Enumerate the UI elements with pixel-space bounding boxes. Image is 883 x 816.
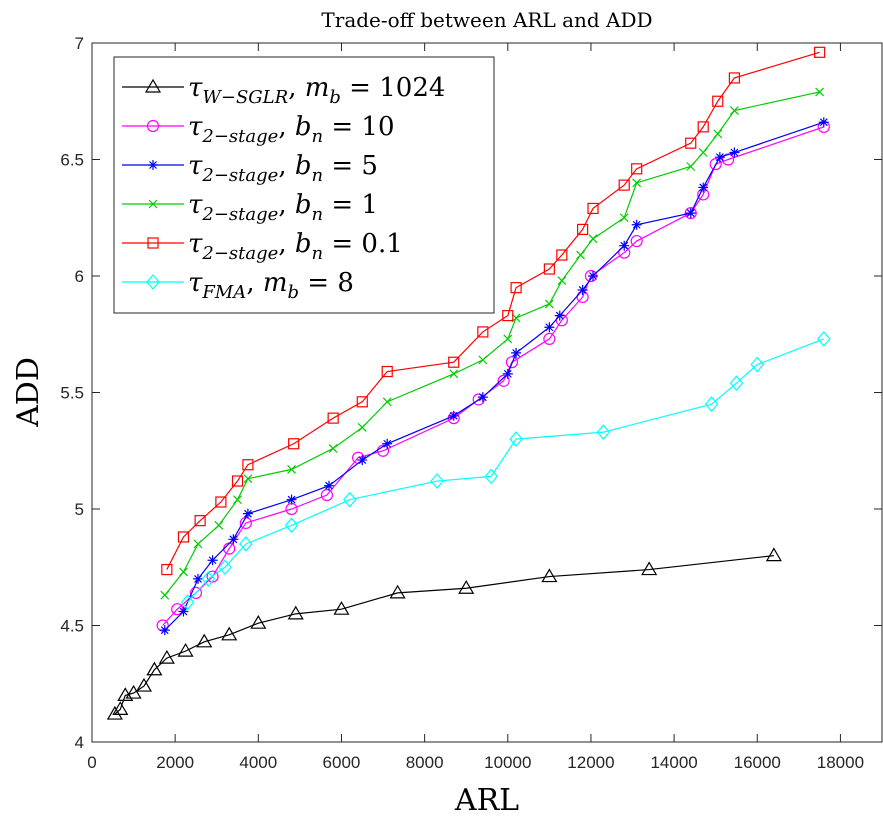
- y-tick-label: 5: [75, 500, 84, 519]
- chart-title: Trade-off between ARL and ADD: [321, 8, 652, 32]
- x-axis-label: ARL: [454, 783, 519, 816]
- y-tick-label: 6.5: [60, 151, 84, 170]
- data-point: [208, 555, 218, 565]
- data-point: [228, 534, 238, 544]
- data-point: [449, 411, 459, 421]
- data-point: [698, 182, 708, 192]
- data-point: [357, 455, 367, 465]
- legend: τW−SGLR, mb = 1024τ2−stage, bn = 10τ2−st…: [114, 57, 494, 313]
- y-tick-label: 6: [75, 267, 84, 286]
- x-tick-label: 10000: [484, 753, 531, 772]
- x-tick-label: 14000: [650, 753, 697, 772]
- data-point: [324, 481, 334, 491]
- y-tick-label: 4: [75, 733, 84, 752]
- x-tick-label: 6000: [323, 753, 361, 772]
- data-point: [382, 439, 392, 449]
- data-point: [619, 241, 629, 251]
- data-point: [544, 322, 554, 332]
- data-point: [729, 148, 739, 158]
- data-point: [193, 574, 203, 584]
- y-tick-label: 7: [75, 34, 84, 53]
- data-point: [632, 220, 642, 230]
- x-tick-label: 8000: [406, 753, 444, 772]
- x-tick-label: 12000: [567, 753, 614, 772]
- data-point: [588, 271, 598, 281]
- x-tick-label: 4000: [239, 753, 277, 772]
- data-point: [511, 348, 521, 358]
- data-point: [578, 285, 588, 295]
- y-axis-label: ADD: [11, 357, 46, 428]
- data-point: [243, 509, 253, 519]
- x-tick-label: 18000: [817, 753, 864, 772]
- data-point: [819, 117, 829, 127]
- data-point: [478, 392, 488, 402]
- data-point: [287, 495, 297, 505]
- x-tick-label: 0: [87, 753, 96, 772]
- y-tick-label: 5.5: [60, 384, 84, 403]
- data-point: [555, 311, 565, 321]
- x-tick-label: 2000: [156, 753, 194, 772]
- data-point: [686, 208, 696, 218]
- data-point: [160, 625, 170, 635]
- legend-marker: [148, 160, 158, 170]
- x-tick-label: 16000: [734, 753, 781, 772]
- y-tick-label: 4.5: [60, 617, 84, 636]
- data-point: [715, 152, 725, 162]
